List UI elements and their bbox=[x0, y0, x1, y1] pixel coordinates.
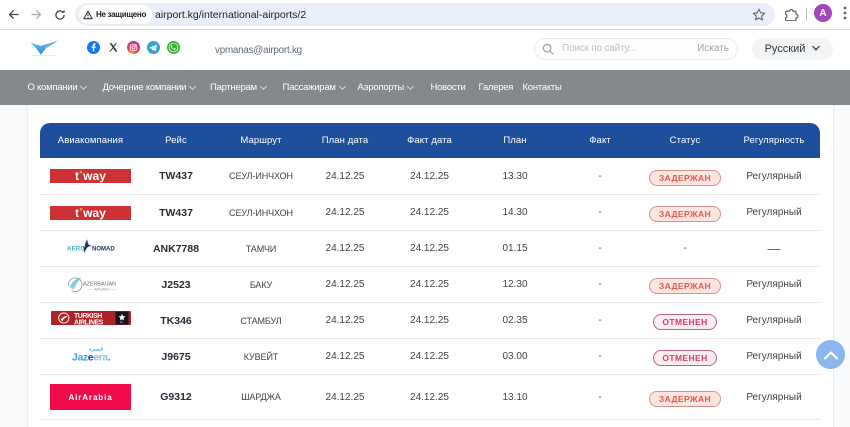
svg-text:TURKISH: TURKISH bbox=[74, 313, 102, 320]
svg-text:البسيرة: البسيرة bbox=[89, 346, 104, 352]
svg-text:AIRLINES: AIRLINES bbox=[74, 319, 104, 325]
svg-text:AERO: AERO bbox=[67, 245, 85, 252]
svg-text:A+: A+ bbox=[120, 320, 124, 324]
svg-text:NOMAD: NOMAD bbox=[92, 246, 115, 252]
svg-text:—— AIRLINES ——: —— AIRLINES —— bbox=[87, 287, 118, 291]
svg-text:Jazeera.: Jazeera. bbox=[72, 351, 110, 363]
svg-text:AZERBAIJAN: AZERBAIJAN bbox=[83, 282, 116, 288]
